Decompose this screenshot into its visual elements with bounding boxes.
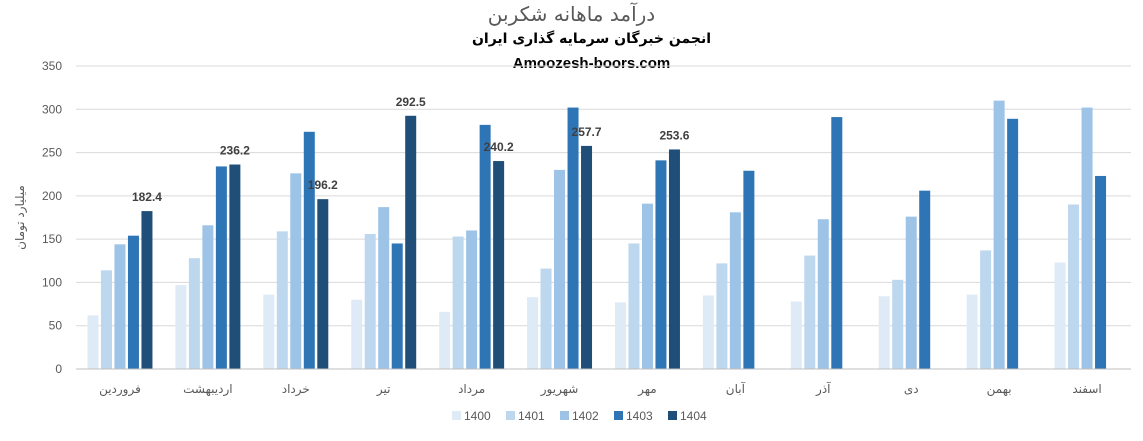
bar-1401 bbox=[452, 236, 464, 369]
bar-1402 bbox=[817, 219, 829, 369]
x-tick-label: شهریور bbox=[540, 382, 579, 397]
y-tick-label: 100 bbox=[42, 275, 62, 289]
bar-1400 bbox=[439, 311, 451, 369]
bar-1400 bbox=[351, 299, 363, 369]
bar-1403 bbox=[831, 117, 843, 369]
data-label: 240.2 bbox=[484, 140, 514, 154]
y-tick-label: 0 bbox=[55, 362, 62, 376]
bar-1402 bbox=[729, 212, 741, 369]
y-tick-label: 200 bbox=[42, 189, 62, 203]
bar-1402 bbox=[378, 207, 390, 369]
bar-1404 bbox=[668, 149, 680, 369]
bar-1402 bbox=[641, 203, 653, 369]
data-label: 292.5 bbox=[396, 95, 426, 109]
bar-1403 bbox=[567, 107, 579, 369]
x-tick-label: اردیبهشت bbox=[183, 382, 232, 397]
x-tick-label: مهر bbox=[637, 382, 657, 397]
y-tick-label: 250 bbox=[42, 146, 62, 160]
chart-source: Amoozesh-boors.com bbox=[512, 55, 671, 72]
x-tick-label: آذر bbox=[815, 381, 831, 397]
bar-1403 bbox=[919, 190, 931, 369]
bar-1400 bbox=[966, 294, 978, 369]
bar-1402 bbox=[466, 230, 478, 369]
bar-1403 bbox=[127, 235, 139, 369]
x-tick-label: آبان bbox=[726, 381, 746, 396]
bar-1403 bbox=[1007, 118, 1019, 370]
bar-1404 bbox=[581, 145, 593, 369]
y-tick-label: 350 bbox=[42, 59, 62, 73]
bar-1402 bbox=[202, 225, 214, 369]
bar-1401 bbox=[716, 263, 728, 369]
x-tick-label: اسفند bbox=[1072, 382, 1101, 396]
bar-1402 bbox=[1081, 107, 1093, 369]
bar-1400 bbox=[87, 315, 99, 369]
data-label: 196.2 bbox=[308, 178, 338, 192]
bar-1404 bbox=[317, 199, 329, 369]
bar-1400 bbox=[1054, 262, 1066, 369]
bar-1403 bbox=[215, 166, 227, 369]
bar-1404 bbox=[493, 161, 505, 369]
bar-1401 bbox=[540, 268, 552, 369]
data-label: 253.6 bbox=[659, 128, 689, 142]
bar-1400 bbox=[878, 296, 890, 369]
bar-1400 bbox=[527, 297, 539, 369]
bar-1403 bbox=[479, 124, 491, 370]
legend-label-1404: 1404 bbox=[680, 409, 707, 423]
bar-1401 bbox=[892, 279, 904, 369]
y-tick-label: 50 bbox=[49, 319, 63, 333]
y-axis-label: میلیارد تومان bbox=[13, 185, 28, 250]
bar-1403 bbox=[743, 170, 755, 369]
legend-swatch-1402 bbox=[560, 411, 569, 420]
data-label: 236.2 bbox=[220, 144, 250, 158]
bar-1402 bbox=[905, 216, 917, 369]
bar-1401 bbox=[100, 270, 112, 369]
bar-1401 bbox=[628, 243, 640, 369]
x-tick-label: تیر bbox=[376, 382, 391, 397]
legend-label-1403: 1403 bbox=[626, 409, 653, 423]
legend-swatch-1403 bbox=[614, 411, 623, 420]
data-label: 182.4 bbox=[132, 190, 162, 204]
y-tick-label: 150 bbox=[42, 232, 62, 246]
data-label: 257.7 bbox=[572, 125, 602, 139]
bar-1401 bbox=[1068, 204, 1080, 369]
x-tick-label: خرداد bbox=[282, 382, 310, 397]
bar-1400 bbox=[790, 301, 802, 369]
y-tick-label: 300 bbox=[42, 102, 62, 116]
bar-1400 bbox=[702, 295, 714, 369]
bar-1404 bbox=[141, 211, 153, 369]
bar-1403 bbox=[655, 160, 667, 369]
legend-label-1400: 1400 bbox=[464, 409, 491, 423]
bar-1402 bbox=[554, 169, 566, 369]
bar-1403 bbox=[1095, 175, 1107, 369]
bar-1400 bbox=[263, 294, 275, 369]
legend-swatch-1404 bbox=[668, 411, 677, 420]
bar-1404 bbox=[229, 164, 241, 369]
bar-1403 bbox=[303, 131, 315, 369]
x-tick-label: دی bbox=[904, 382, 919, 396]
legend-swatch-1400 bbox=[452, 411, 461, 420]
bar-1401 bbox=[276, 231, 288, 369]
bar-1402 bbox=[114, 244, 126, 369]
x-tick-label: مرداد bbox=[458, 382, 485, 397]
x-tick-label: فروردین bbox=[99, 382, 141, 397]
bar-1404 bbox=[405, 115, 417, 370]
legend-label-1402: 1402 bbox=[572, 409, 599, 423]
legend-label-1401: 1401 bbox=[518, 409, 545, 423]
bar-1401 bbox=[980, 250, 992, 369]
bar-1400 bbox=[175, 285, 187, 369]
chart-subtitle: انجمن خبرگان سرمایه گذاری ایران bbox=[471, 31, 712, 47]
legend-swatch-1401 bbox=[506, 411, 515, 420]
chart-title: درآمد ماهانه شکربن bbox=[487, 2, 656, 26]
bar-1400 bbox=[614, 302, 626, 369]
bar-1401 bbox=[804, 255, 816, 369]
bar-1402 bbox=[993, 100, 1005, 369]
bar-1401 bbox=[364, 233, 376, 369]
bar-1401 bbox=[188, 258, 200, 369]
bar-1403 bbox=[391, 243, 403, 369]
x-tick-label: بهمن bbox=[987, 382, 1012, 397]
bar-1402 bbox=[290, 173, 302, 369]
